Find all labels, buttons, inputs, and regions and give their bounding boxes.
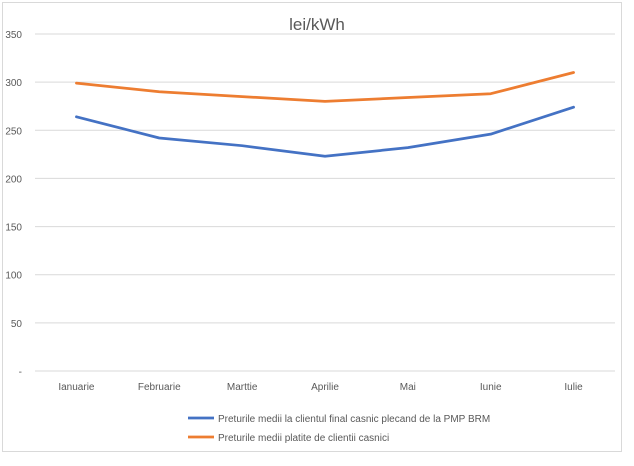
x-tick-label: Marttie [227, 382, 258, 393]
y-tick-label: 350 [5, 30, 22, 41]
series-lines [75, 71, 575, 158]
y-tick-label: - [19, 367, 22, 378]
y-tick-label: 100 [5, 271, 22, 282]
x-tick-label: Aprilie [311, 382, 339, 393]
series-line-2 [75, 71, 575, 103]
y-tick-label: 250 [5, 126, 22, 137]
legend: Preturile medii la clientul final casnic… [188, 414, 490, 444]
series-line-1 [75, 105, 575, 158]
x-tick-label: Iunie [480, 382, 502, 393]
x-tick-label: Februarie [138, 382, 181, 393]
x-tick-label: Ianuarie [58, 382, 95, 393]
y-tick-label: 150 [5, 223, 22, 234]
legend-label: Preturile medii la clientul final casnic… [218, 414, 490, 425]
y-tick-label: 200 [5, 174, 22, 185]
y-axis-tick-labels: - 50 100 150 200 250 300 350 [5, 30, 22, 378]
x-tick-label: Mai [400, 382, 416, 393]
chart-title: lei/kWh [289, 15, 345, 34]
gridlines [35, 33, 615, 372]
x-tick-label: Iulie [564, 382, 583, 393]
y-tick-label: 300 [5, 78, 22, 89]
legend-label: Preturile medii platite de clientii casn… [218, 433, 389, 444]
x-axis-tick-labels: Ianuarie Februarie Marttie Aprilie Mai Iunie I… [58, 382, 583, 393]
y-tick-label: 50 [11, 319, 23, 330]
